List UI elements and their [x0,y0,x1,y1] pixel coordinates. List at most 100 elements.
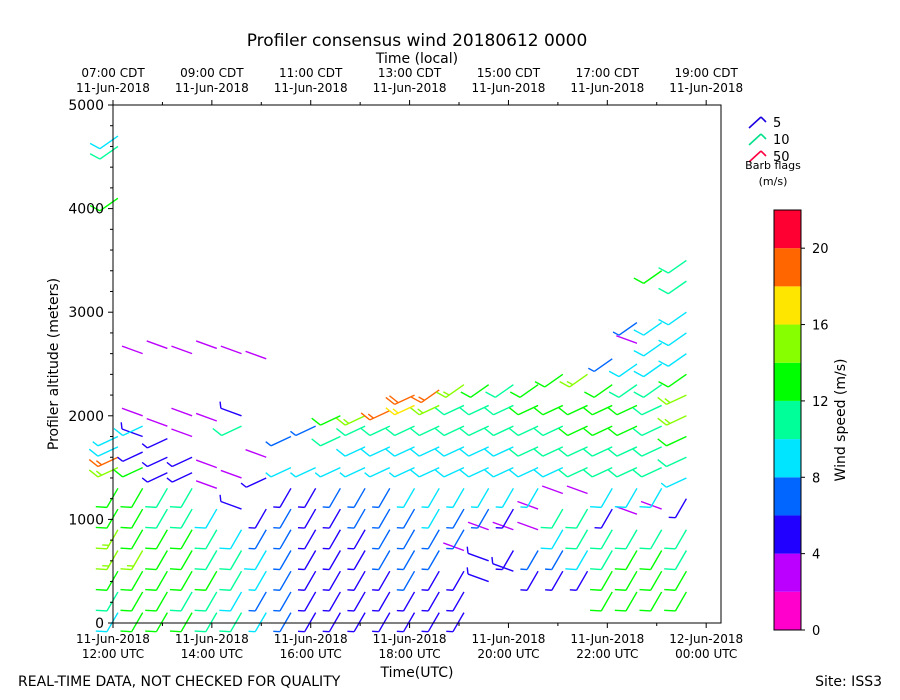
barb-full [664,568,676,571]
wind-barb [347,570,366,591]
y-tick-label: 2000 [68,409,104,425]
barb-full [219,547,231,550]
wind-barb [347,550,366,571]
barb-full [658,287,669,295]
y-tick-label: 4000 [68,202,104,218]
barb-full [590,506,602,509]
barb-full [95,588,107,591]
barb-full [484,448,494,457]
barb-full [632,448,643,457]
wind-barb [297,591,317,612]
wind-barb [311,435,341,447]
wind-barb [245,350,267,360]
wind-barb [668,498,688,519]
barb-full [434,469,445,478]
wind-barb [314,466,341,478]
wind-barb [534,373,564,388]
wind-barb [658,280,687,295]
barb-full [389,395,399,404]
barb-half [273,609,280,612]
barb-staff [501,487,514,508]
wind-barb [385,394,415,406]
barb-staff [279,508,292,529]
wind-barb [297,529,317,550]
barb-staff [625,591,638,612]
barb-full [212,427,223,437]
barb-staff [131,570,144,591]
wind-barb [360,446,391,457]
barb-staff [245,350,267,360]
wind-barb [212,425,242,437]
wind-barb [484,425,514,437]
barb-half [520,568,528,571]
barb-staff [650,550,663,570]
barb-staff [542,466,564,478]
barb-full [385,448,396,457]
wind-barb [616,335,638,344]
barb-staff [600,508,613,529]
wind-barb [421,487,440,509]
wind-speed-colorbar: 0 4 8 12 16 20 [773,209,829,639]
wind-barb [88,456,119,468]
barb-staff [616,425,638,437]
wind-barb [120,550,144,571]
barb-staff [402,487,416,508]
top-tick-label-time: 17:00 CDT [576,66,640,80]
wind-barb [435,384,465,398]
wind-barb [273,570,292,591]
barb-staff [600,550,613,570]
barb-staff [667,353,687,367]
wind-barb [545,570,564,591]
wind-barb [265,466,292,478]
barb-staff [402,591,416,612]
barb-half [120,422,123,430]
barb-staff [195,480,218,489]
wind-barb [290,425,316,437]
wind-barb [446,487,465,509]
wind-barb [614,570,638,591]
wind-barb [169,612,193,633]
barb-full [120,609,132,612]
wind-barb [372,612,391,633]
top-tick-label-date: 11-Jun-2018 [472,81,546,95]
barb-staff [494,384,514,398]
wind-barb [583,466,613,478]
barb-full [657,438,667,447]
barb-half [664,397,671,404]
barb-half [166,461,173,468]
barb-half [421,506,429,509]
barb-full [608,391,620,398]
barb-full [410,448,420,457]
wind-barb [95,591,119,612]
barb-staff [304,550,317,570]
barb-full [311,438,321,447]
barb-half [297,547,305,550]
barb-staff [443,425,465,437]
wind-barb [95,550,119,571]
barb-staff [467,573,489,583]
barb-staff [625,570,638,591]
wind-barb [219,570,243,591]
wind-barb [120,487,144,509]
wind-barb [385,425,415,437]
wind-barb [633,363,663,378]
wind-barb [322,529,341,550]
barb-staff [155,612,168,633]
barb-full [639,588,651,591]
colorbar-bin [774,591,801,630]
legend-barb-tick [760,133,767,140]
wind-barb [311,415,341,426]
barb-staff [99,197,119,212]
barb-staff [229,550,243,570]
wind-barb [396,570,416,591]
barb-staff [427,612,440,633]
barb-staff [180,570,193,591]
barb-staff [575,529,589,550]
barb-staff [618,363,638,378]
barb-staff [328,591,341,612]
wind-barb [113,425,143,437]
barb-half [367,413,374,419]
wind-barb [459,404,489,416]
wind-barb [248,570,267,591]
barb-full [633,370,644,378]
